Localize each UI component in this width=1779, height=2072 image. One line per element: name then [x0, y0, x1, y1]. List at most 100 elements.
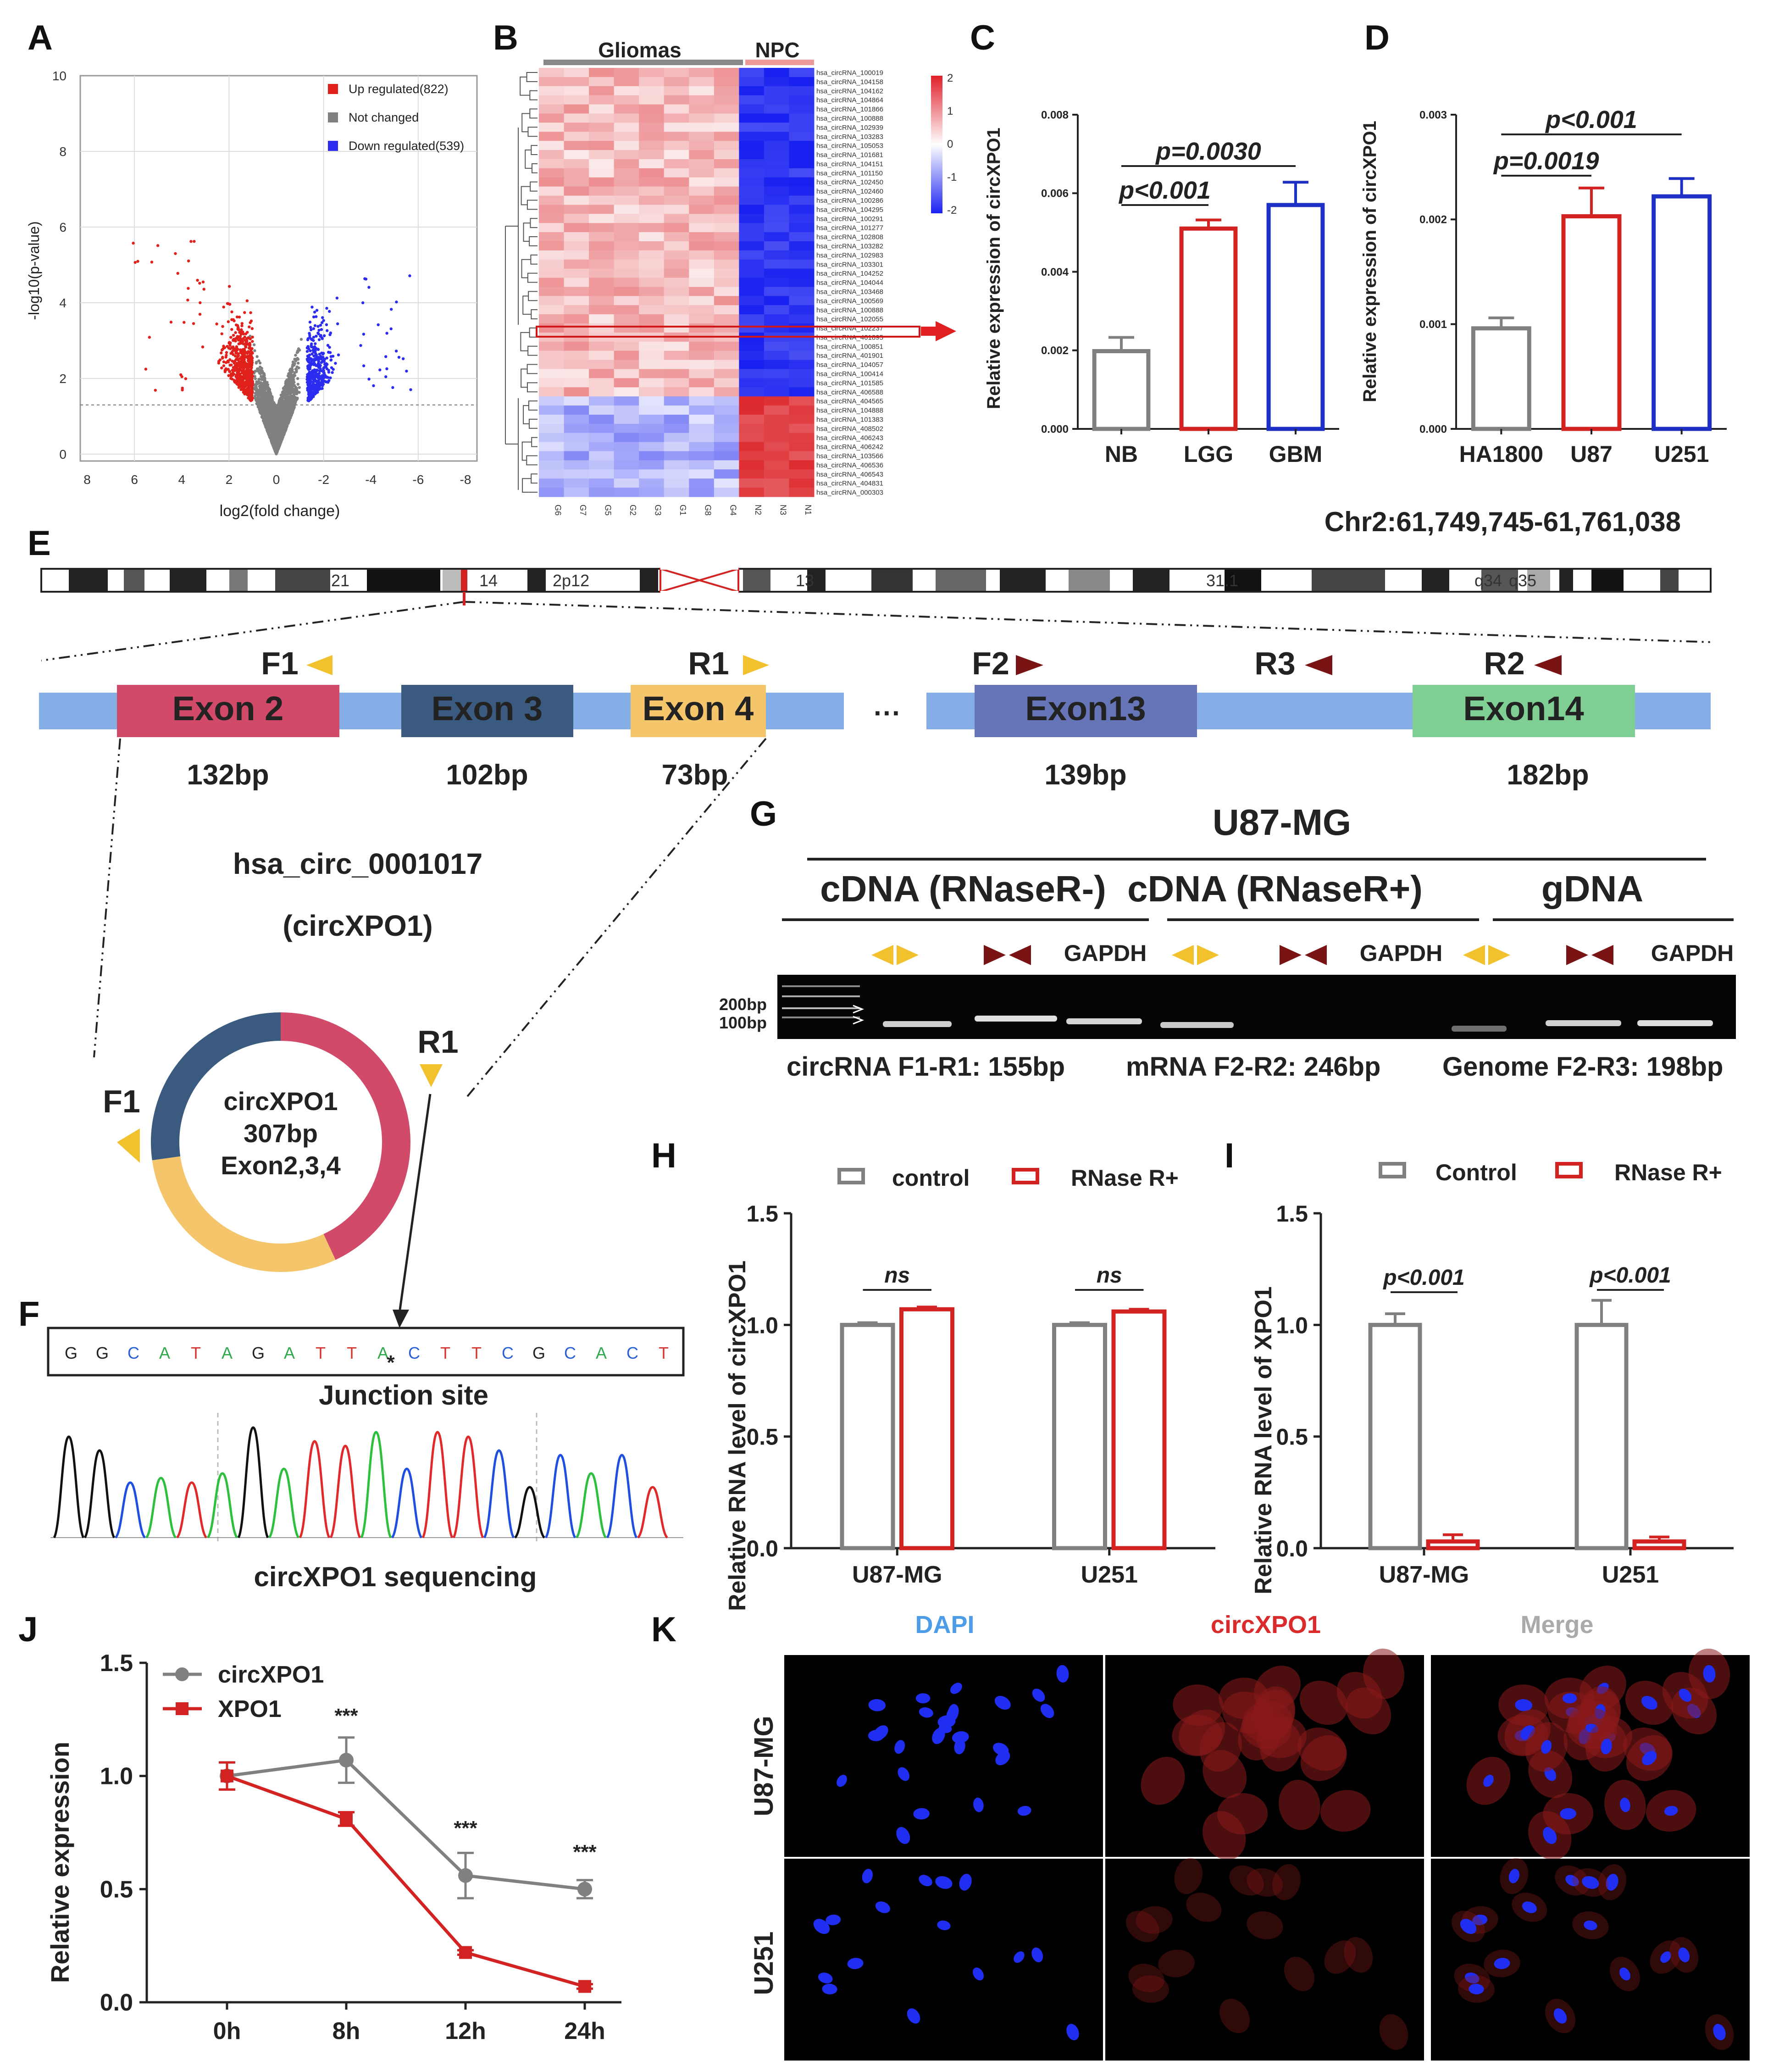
volcano-point [238, 315, 241, 319]
volcano-point [227, 368, 230, 371]
heatmap-cell [589, 68, 615, 78]
volcano-x-ticks: 8 6 4 2 0 -2 -4 -6 -8 [83, 472, 471, 487]
volcano-point [283, 422, 287, 426]
volcano-point [295, 365, 299, 368]
volcano-point [221, 356, 224, 360]
volcano-point [295, 351, 299, 354]
volcano-point [257, 359, 260, 362]
heatmap-cell [664, 95, 689, 105]
heatmap-cell [764, 113, 789, 123]
heatmap-cell [714, 104, 739, 114]
volcano-point [389, 327, 393, 331]
volcano-point [256, 382, 260, 385]
heatmap-cell [789, 150, 815, 160]
panel-label-b: B [493, 18, 518, 57]
volcano-point [259, 402, 263, 406]
volcano-point [284, 397, 288, 401]
volcano-point [315, 387, 318, 390]
volcano-point [283, 391, 286, 394]
panel-label-d: D [1364, 18, 1390, 57]
volcano-x-tick: -2 [318, 472, 329, 487]
heatmap-cell [689, 132, 715, 141]
volcano-point [265, 424, 269, 428]
volcano-point [298, 386, 301, 389]
volcano-point [311, 395, 314, 399]
volcano-point [397, 356, 401, 359]
volcano-point [218, 358, 222, 361]
volcano-point [275, 414, 278, 417]
volcano-point [367, 378, 371, 381]
volcano-point [282, 411, 285, 414]
volcano-point [280, 415, 283, 418]
volcano-point [263, 403, 266, 406]
volcano-point [277, 444, 280, 447]
volcano-point [305, 350, 309, 353]
volcano-point [299, 338, 303, 341]
legend-swatch-not-changed [328, 112, 338, 122]
volcano-y-label: -log10(p-value) [26, 221, 42, 320]
volcano-point [240, 324, 244, 328]
volcano-points [132, 239, 412, 456]
heatmap-cell [539, 77, 565, 87]
volcano-point [310, 359, 313, 362]
volcano-frame [79, 75, 478, 462]
volcano-point [305, 346, 309, 350]
volcano-point [227, 374, 230, 377]
volcano-point [296, 377, 299, 380]
heatmap-cell [564, 86, 589, 96]
heatmap-cell [789, 86, 815, 96]
volcano-point [318, 367, 321, 370]
heatmap-cell [739, 86, 765, 96]
volcano-point [247, 336, 250, 339]
heatmap-cell [714, 113, 739, 123]
volcano-point [264, 393, 267, 396]
heatmap-cell [764, 77, 789, 87]
heatmap-cell [639, 122, 665, 132]
heatmap-cell [739, 77, 765, 87]
volcano-point [389, 308, 393, 311]
volcano-point [248, 325, 251, 328]
dendrogram-branch [531, 437, 538, 447]
heatmap-cell [664, 132, 689, 141]
volcano-point [154, 389, 157, 392]
volcano-point [361, 301, 365, 305]
volcano-point [215, 322, 218, 326]
volcano-point [317, 328, 321, 332]
volcano-point [232, 339, 235, 342]
dendrogram-branch [531, 163, 538, 173]
volcano-point [220, 351, 223, 355]
volcano-point [280, 434, 283, 437]
volcano-point [307, 391, 310, 395]
heatmap-cell [764, 95, 789, 105]
panel-label-j: J [18, 1610, 38, 1649]
heatmap-cell [764, 104, 789, 114]
volcano-point [244, 392, 247, 395]
heatmap-cell [639, 132, 665, 141]
volcano-point [317, 338, 321, 341]
volcano-point [229, 336, 233, 339]
volcano-point [319, 323, 322, 327]
volcano-point [243, 383, 247, 386]
heatmap-cell [564, 104, 589, 114]
dendrogram-branch [521, 113, 530, 133]
heatmap-cell [789, 113, 815, 123]
volcano-point [328, 333, 332, 336]
heatmap-cell [539, 95, 565, 105]
volcano-point [287, 392, 290, 395]
volcano-point [318, 352, 321, 356]
volcano-point [330, 366, 333, 369]
heatmap-cell [714, 77, 739, 87]
volcano-point [246, 371, 249, 374]
volcano-point [269, 418, 272, 422]
heatmap-cell [589, 141, 615, 150]
heatmap-cell [614, 95, 639, 105]
heatmap-cell [539, 113, 565, 123]
volcano-point [293, 363, 296, 367]
volcano-point [367, 286, 371, 289]
heatmap-cell [714, 86, 739, 96]
volcano-point [312, 335, 316, 339]
heatmap-cell [564, 132, 589, 141]
heatmap-cell [664, 150, 689, 160]
volcano-point [308, 320, 312, 324]
volcano-point [315, 372, 318, 375]
